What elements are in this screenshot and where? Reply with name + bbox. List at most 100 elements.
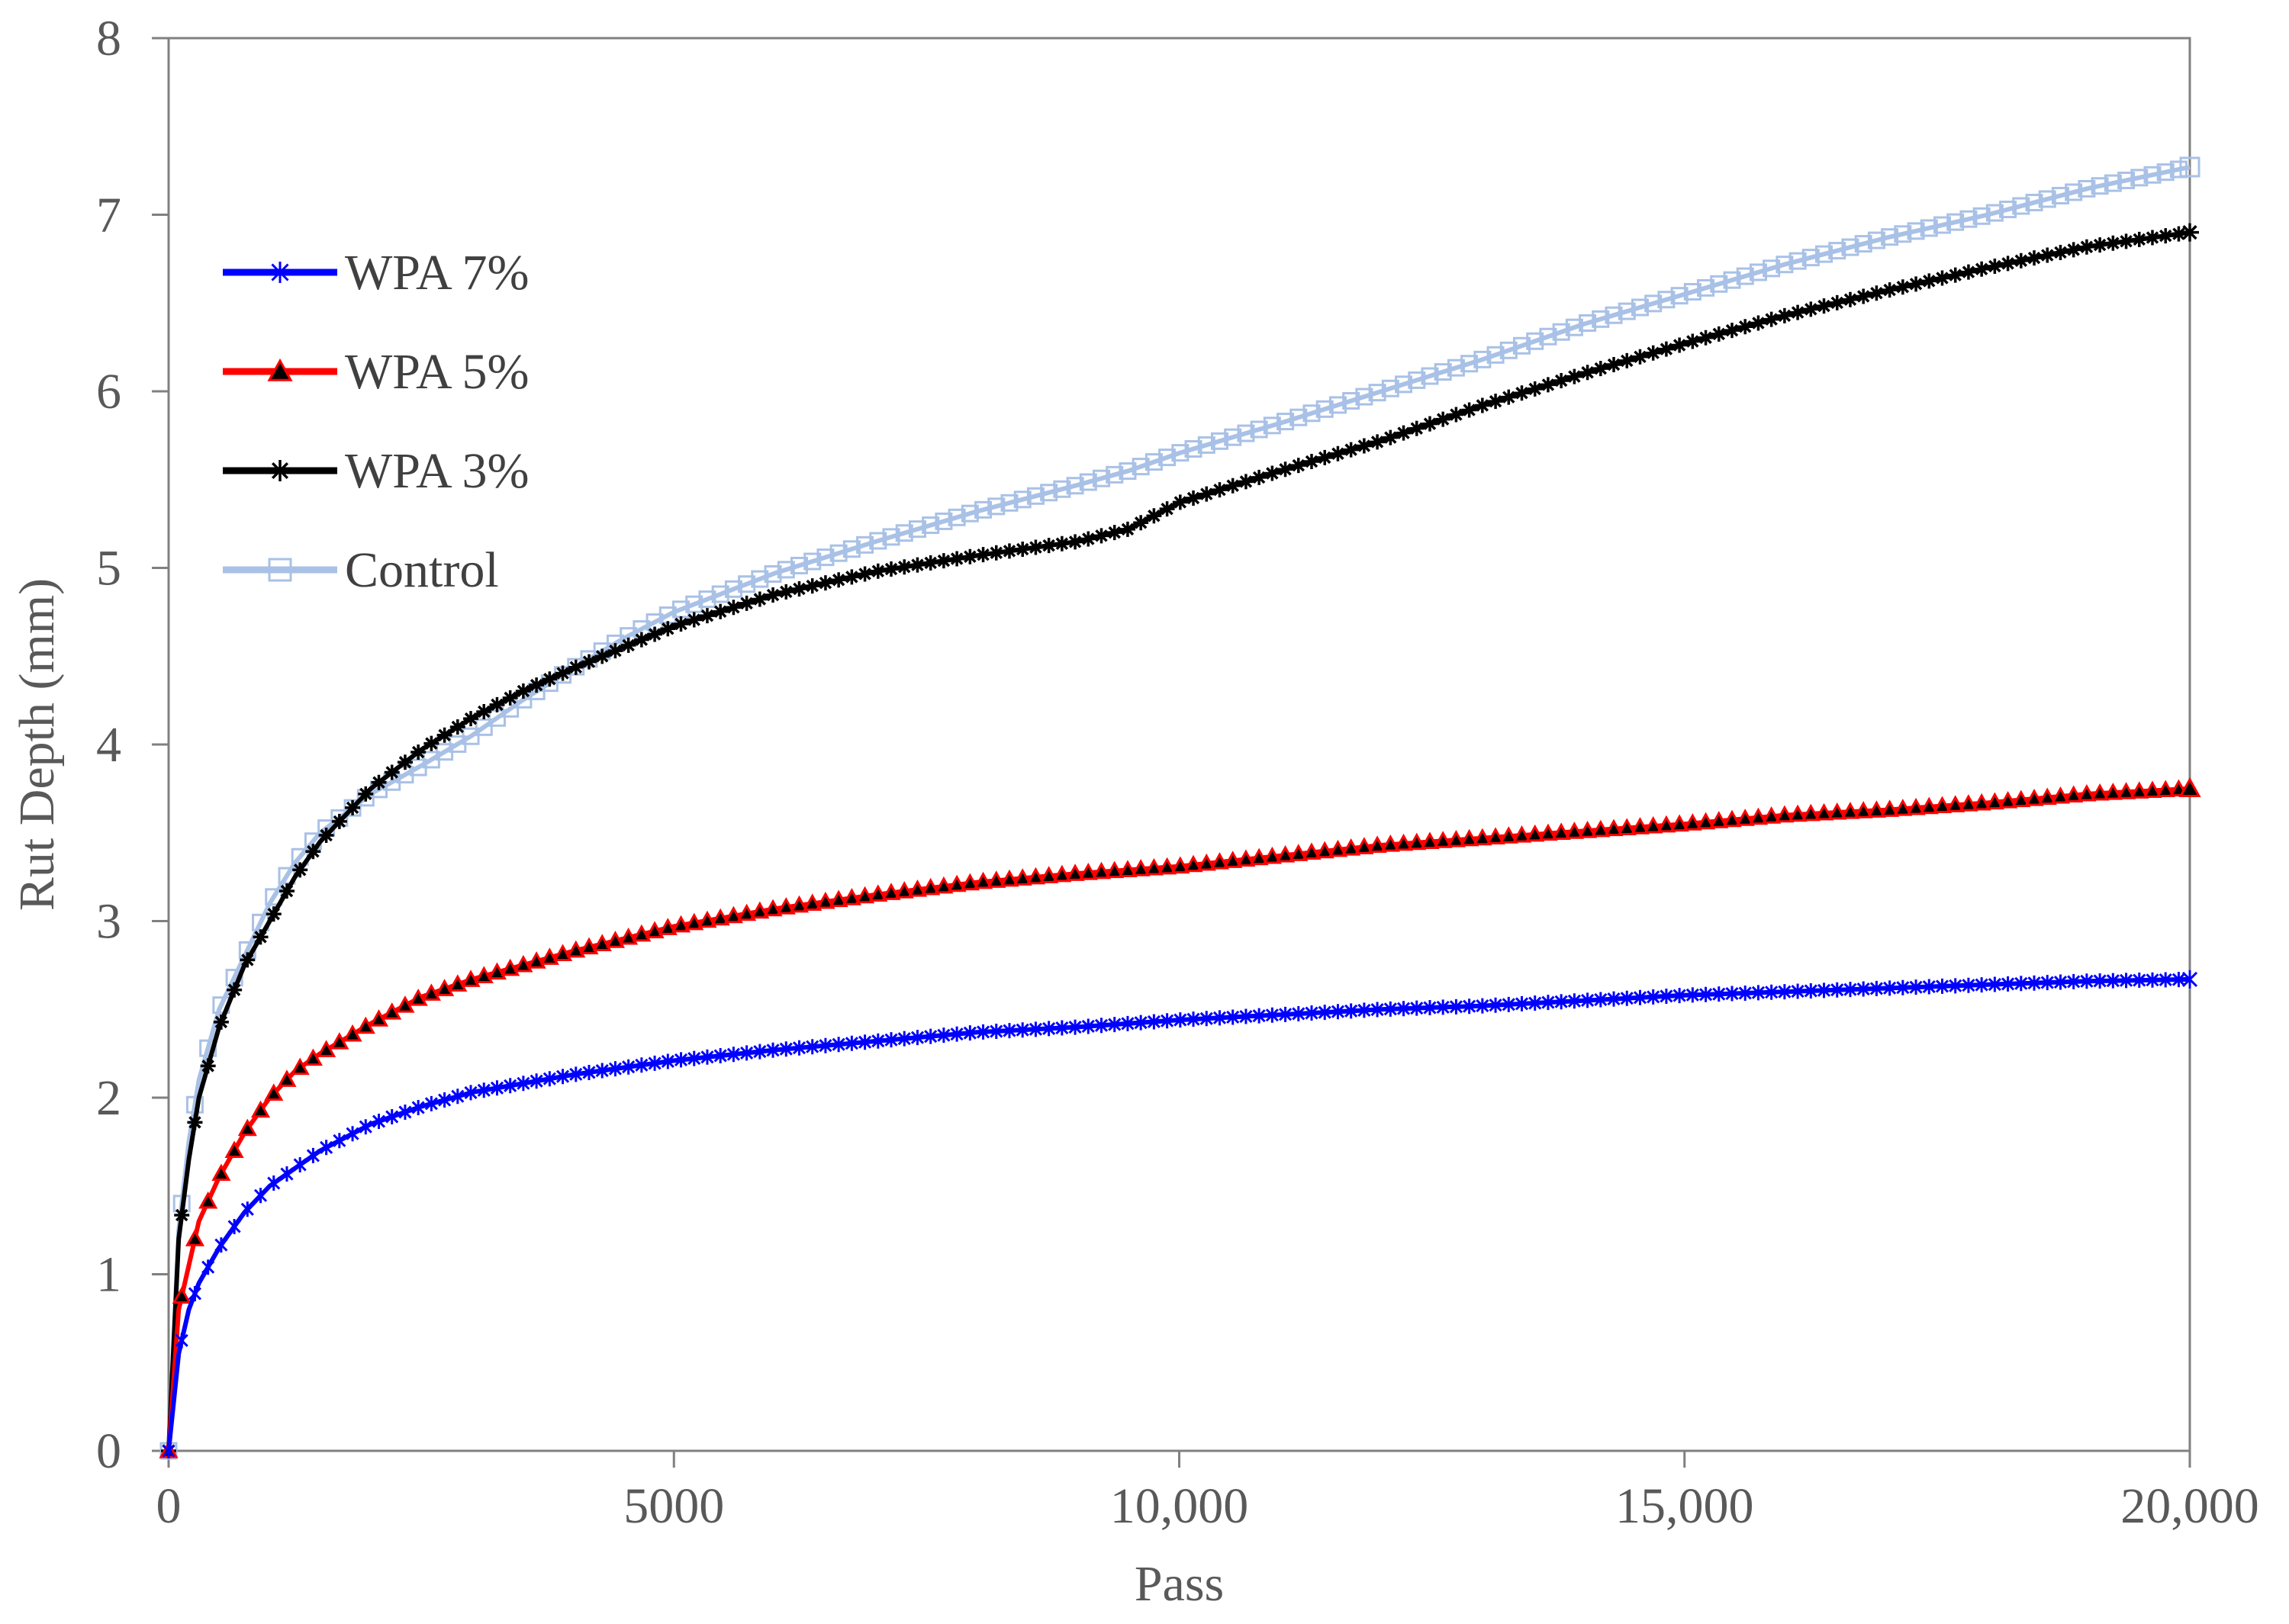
data-point [305, 844, 321, 860]
data-point [1212, 1010, 1227, 1026]
data-point [542, 1071, 556, 1087]
data-point [1907, 222, 1925, 240]
data-point [1134, 1015, 1148, 1031]
data-point [1975, 977, 1988, 993]
data-point [1144, 453, 1163, 471]
data-point [829, 889, 848, 908]
data-point [2078, 239, 2094, 255]
data-point [1355, 388, 1373, 406]
data-point [789, 895, 810, 913]
series-wpa-5- [159, 777, 2201, 1458]
data-point [504, 1078, 517, 1094]
x-tick-label: 20,000 [2120, 1478, 2259, 1534]
data-point [2012, 197, 2030, 215]
data-point [1998, 790, 2018, 809]
data-point [2013, 252, 2029, 269]
y-tick-label: 8 [96, 11, 121, 66]
data-point [1237, 424, 1255, 442]
data-point [831, 572, 847, 588]
data-point [1001, 543, 1017, 559]
data-point [1827, 802, 1847, 820]
data-point [2001, 976, 2015, 992]
data-point [1645, 345, 1661, 361]
data-point [2106, 973, 2120, 989]
data-point [1315, 841, 1334, 859]
data-point [1131, 859, 1151, 876]
data-point [1801, 803, 1821, 822]
data-point [684, 912, 704, 931]
data-point [411, 1099, 425, 1115]
data-point [2053, 974, 2068, 990]
x-tick-label: 5000 [623, 1478, 724, 1534]
data-point [845, 1035, 858, 1051]
data-point [1029, 1021, 1042, 1037]
data-point [1617, 818, 1637, 835]
data-point [1921, 273, 1937, 289]
data-point [947, 874, 967, 892]
data-point [1906, 797, 1926, 815]
data-point [1722, 809, 1742, 828]
data-point [778, 584, 794, 600]
data-point [201, 1259, 215, 1275]
data-point [2131, 231, 2147, 247]
legend-label: WPA 3% [345, 443, 529, 499]
legend-label: WPA 5% [345, 344, 529, 400]
data-point [1724, 323, 1740, 339]
data-point [1016, 1022, 1029, 1038]
data-point [1357, 1002, 1371, 1018]
data-point [200, 1058, 216, 1074]
data-point [1368, 384, 1386, 402]
data-point [950, 1026, 964, 1042]
data-point [635, 1057, 649, 1073]
data-point [1223, 851, 1243, 868]
data-point [1025, 867, 1045, 885]
data-point [345, 799, 361, 815]
data-point [346, 1126, 359, 1142]
data-point [1644, 815, 1663, 834]
data-point [856, 535, 874, 554]
data-point [2080, 973, 2094, 989]
data-point [1985, 792, 2004, 810]
data-point [1528, 995, 1542, 1011]
legend-label: Control [345, 542, 499, 598]
data-point [501, 958, 520, 976]
y-axis-title: Rut Depth (mm) [9, 578, 65, 911]
data-point [1988, 976, 2001, 992]
data-point [438, 1092, 452, 1108]
data-point [1999, 201, 2017, 219]
data-point [436, 727, 452, 743]
data-point [974, 500, 993, 519]
data-point [855, 886, 875, 904]
data-point [869, 532, 887, 550]
data-point [333, 1133, 346, 1149]
data-point [1041, 538, 1057, 554]
data-point [1305, 1005, 1318, 1021]
data-point [1985, 204, 2004, 222]
data-point [1775, 805, 1795, 823]
data-point [832, 1037, 845, 1053]
data-point [267, 1175, 281, 1191]
data-point [1315, 400, 1334, 418]
data-point [685, 595, 703, 613]
data-point [1538, 823, 1558, 841]
data-point [2052, 244, 2068, 260]
data-point [395, 995, 415, 1013]
data-point [1042, 1021, 1056, 1037]
data-point [1607, 991, 1621, 1007]
data-point [582, 1064, 596, 1080]
data-point [2155, 780, 2175, 798]
data-point [253, 929, 269, 945]
data-point [1262, 846, 1282, 864]
data-point [214, 1237, 228, 1253]
data-point [1396, 425, 1412, 441]
data-point [1289, 408, 1308, 426]
data-point [1065, 863, 1085, 881]
data-point [2104, 174, 2122, 192]
data-point [1750, 315, 1766, 331]
data-point [791, 581, 807, 597]
data-point [1788, 252, 1807, 270]
data-point [1250, 420, 1268, 439]
data-point [658, 918, 678, 935]
data-point [1763, 259, 1781, 278]
data-point [895, 524, 913, 542]
